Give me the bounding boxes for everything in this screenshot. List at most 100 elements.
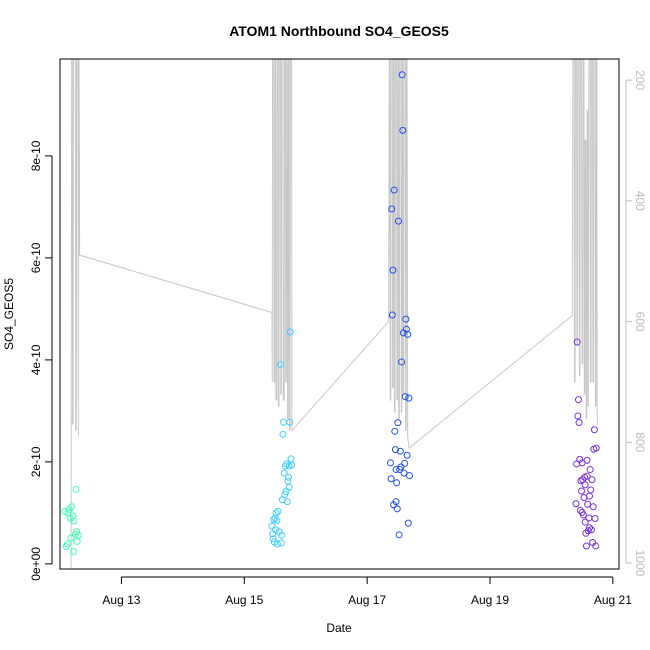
data-point-flight-3 — [402, 325, 410, 333]
data-point-flight-1 — [72, 485, 80, 493]
data-point-flight-4 — [584, 527, 592, 535]
data-point-flight-3 — [406, 472, 414, 480]
data-points-layer — [61, 71, 600, 556]
y-axis: 0e+00 2e-10 4e-10 6e-10 8e-10 — [29, 140, 53, 581]
x-tick-label: Aug 21 — [594, 593, 632, 607]
data-point-flight-2 — [280, 469, 288, 477]
data-point-flight-4 — [573, 338, 581, 346]
data-point-flight-4 — [578, 508, 586, 516]
y-tick-label: 4e-10 — [29, 344, 43, 375]
data-point-flight-4 — [581, 518, 589, 526]
y-tick-label: 6e-10 — [29, 242, 43, 273]
data-point-flight-2 — [285, 473, 293, 481]
y2-tick-label: 200 — [633, 70, 647, 90]
data-point-flight-1 — [73, 537, 81, 545]
data-point-flight-2 — [286, 418, 294, 426]
data-point-flight-3 — [393, 479, 401, 487]
data-point-flight-3 — [399, 126, 407, 134]
data-point-flight-1 — [64, 509, 72, 517]
data-point-flight-1 — [69, 512, 77, 520]
data-point-flight-4 — [584, 500, 592, 508]
data-point-flight-3 — [400, 469, 408, 477]
data-point-flight-2 — [279, 430, 287, 438]
data-point-flight-3 — [388, 205, 396, 213]
data-point-flight-4 — [592, 444, 600, 452]
data-point-flight-4 — [586, 492, 594, 500]
data-point-flight-3 — [401, 459, 409, 467]
data-point-flight-1 — [63, 540, 71, 548]
data-point-flight-2 — [272, 509, 280, 517]
data-point-flight-2 — [272, 526, 280, 534]
data-point-flight-3 — [402, 315, 410, 323]
pressure-trace-layer — [70, 58, 599, 570]
data-point-flight-2 — [273, 540, 281, 548]
pressure-trace-line — [70, 58, 599, 570]
y2-axis: 200 400 600 800 1000 — [625, 70, 647, 577]
data-point-flight-2 — [270, 516, 278, 524]
y2-tick-label: 400 — [633, 191, 647, 211]
data-point-flight-3 — [393, 505, 401, 513]
data-point-flight-2 — [278, 531, 286, 539]
data-point-flight-2 — [288, 461, 296, 469]
data-point-flight-2 — [268, 522, 276, 530]
data-point-flight-3 — [404, 519, 412, 527]
data-point-flight-4 — [578, 487, 586, 495]
x-axis-label: Date — [326, 621, 352, 635]
x-tick-label: Aug 19 — [471, 593, 509, 607]
data-point-flight-4 — [590, 426, 598, 434]
data-point-flight-3 — [392, 498, 400, 506]
data-point-flight-4 — [576, 455, 584, 463]
data-point-flight-3 — [389, 266, 397, 274]
data-point-flight-4 — [586, 466, 594, 474]
data-point-flight-4 — [575, 419, 583, 427]
y2-tick-label: 800 — [633, 432, 647, 452]
x-axis: Aug 13 Aug 15 Aug 17 Aug 19 Aug 21 — [102, 576, 632, 607]
x-tick-label: Aug 17 — [348, 593, 386, 607]
data-point-flight-3 — [392, 466, 400, 474]
data-point-flight-4 — [589, 503, 597, 511]
data-point-flight-2 — [281, 491, 289, 499]
data-point-flight-3 — [398, 358, 406, 366]
y-tick-label: 0e+00 — [29, 547, 43, 581]
data-point-flight-3 — [388, 311, 396, 319]
data-point-flight-3 — [403, 451, 411, 459]
data-point-flight-2 — [277, 360, 285, 368]
data-point-flight-2 — [280, 418, 288, 426]
y-tick-label: 2e-10 — [29, 446, 43, 477]
data-point-flight-1 — [74, 531, 82, 539]
data-point-flight-2 — [287, 455, 295, 463]
data-point-flight-2 — [277, 539, 285, 547]
data-point-flight-4 — [581, 481, 589, 489]
data-point-flight-3 — [390, 186, 398, 194]
data-point-flight-2 — [269, 535, 277, 543]
data-point-flight-2 — [286, 328, 294, 336]
data-point-flight-1 — [70, 517, 78, 525]
data-point-flight-1 — [67, 534, 75, 542]
data-point-flight-4 — [583, 472, 591, 480]
data-point-flight-3 — [404, 330, 412, 338]
y-tick-label: 8e-10 — [29, 140, 43, 171]
x-tick-label: Aug 13 — [102, 593, 140, 607]
data-point-flight-4 — [587, 486, 595, 494]
data-point-flight-4 — [574, 412, 582, 420]
data-point-flight-4 — [582, 542, 590, 550]
data-point-flight-2 — [274, 507, 282, 515]
y-axis-label: SO4_GEOS5 — [2, 278, 16, 350]
data-point-flight-2 — [285, 483, 293, 491]
data-point-flight-2 — [273, 517, 281, 525]
data-point-flight-1 — [70, 548, 78, 556]
y2-tick-label: 600 — [633, 312, 647, 332]
data-point-flight-1 — [68, 503, 76, 511]
data-point-flight-3 — [401, 393, 409, 401]
data-point-flight-3 — [395, 531, 403, 539]
data-point-flight-4 — [583, 456, 591, 464]
data-point-flight-3 — [394, 419, 402, 427]
data-point-flight-3 — [398, 71, 406, 79]
data-point-flight-1 — [73, 528, 81, 536]
data-point-flight-3 — [391, 446, 399, 454]
data-point-flight-4 — [588, 476, 596, 484]
data-point-flight-4 — [587, 526, 595, 534]
data-point-flight-3 — [386, 459, 394, 467]
data-point-flight-4 — [592, 542, 600, 550]
